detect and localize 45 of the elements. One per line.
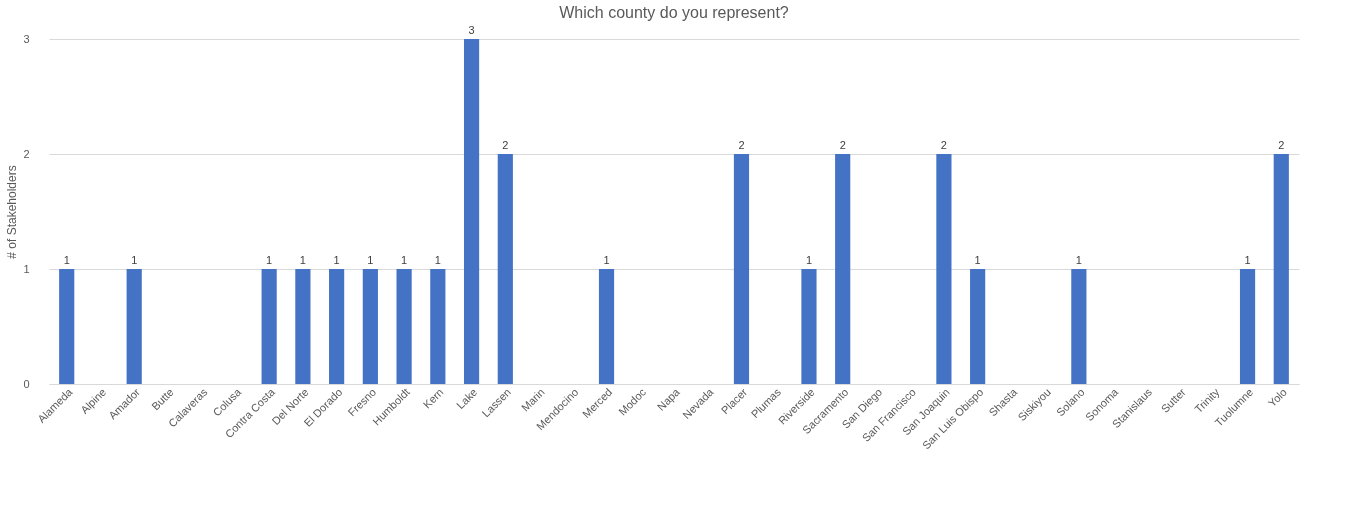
- data-label: 1: [333, 254, 340, 266]
- bar: [497, 154, 513, 384]
- data-label: 1: [299, 254, 306, 266]
- data-label: 1: [974, 254, 981, 266]
- data-label: 1: [131, 254, 138, 266]
- data-label: 1: [401, 254, 408, 266]
- data-label: 1: [1244, 254, 1251, 266]
- bar: [835, 154, 851, 384]
- data-label: 2: [738, 139, 745, 151]
- bar: [463, 39, 480, 384]
- bar: [1239, 269, 1256, 384]
- bar: [261, 269, 277, 384]
- bar: [295, 269, 311, 384]
- y-tick-label: 1: [23, 262, 30, 275]
- data-label: 2: [940, 139, 947, 151]
- bar: [362, 269, 378, 384]
- y-tick-label: 2: [23, 147, 30, 160]
- bar: [1071, 269, 1087, 384]
- y-tick-label: 0: [23, 377, 30, 390]
- bar: [598, 269, 615, 384]
- bar: [430, 269, 446, 384]
- data-label: 2: [839, 139, 846, 151]
- y-axis-title: # of Stakeholders: [5, 165, 20, 259]
- data-label: 1: [603, 254, 610, 266]
- bar: [936, 154, 952, 384]
- chart-title: Which county do you represent?: [559, 4, 789, 21]
- y-tick-label: 3: [23, 32, 30, 45]
- data-label: 2: [502, 139, 509, 151]
- data-label: 1: [805, 254, 813, 266]
- data-label: 1: [1075, 254, 1082, 266]
- data-label: 2: [1278, 139, 1285, 151]
- bar: [126, 269, 142, 384]
- bar: [733, 154, 750, 384]
- data-label: 1: [63, 254, 70, 266]
- data-label: 3: [468, 24, 475, 36]
- bar: [396, 269, 412, 384]
- data-label: 1: [434, 254, 441, 266]
- bar: [970, 269, 986, 384]
- data-label: 1: [266, 254, 273, 266]
- bar: [801, 269, 817, 384]
- x-tick-label: Yolo: [1265, 385, 1290, 410]
- bar: [329, 269, 345, 384]
- bar: [59, 269, 75, 384]
- data-label: 1: [367, 254, 374, 266]
- bar: [1273, 154, 1289, 384]
